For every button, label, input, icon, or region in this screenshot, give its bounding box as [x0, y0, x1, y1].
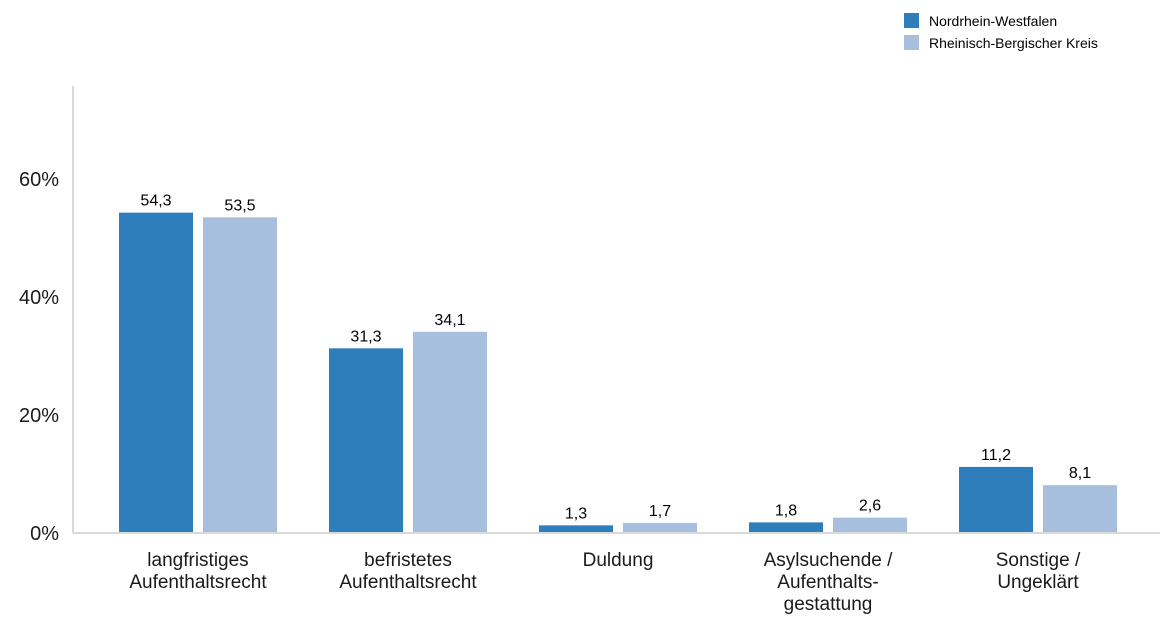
- category-label: Duldung: [583, 550, 654, 571]
- bar: [203, 217, 277, 533]
- data-label: 53,5: [224, 197, 255, 214]
- category-label-line: Aufenthaltsrecht: [129, 572, 267, 593]
- bar: [623, 522, 697, 533]
- category-label: Sonstige / Ungeklärt: [996, 550, 1081, 593]
- category-label: befristetes Aufenthaltsrecht: [339, 550, 477, 593]
- bar: [959, 466, 1033, 533]
- bar: [413, 331, 487, 533]
- y-tick-label: 60%: [19, 169, 59, 191]
- legend-swatch: [904, 13, 919, 28]
- bar: [833, 517, 907, 533]
- y-tick-label: 0%: [30, 523, 59, 545]
- bar: [119, 212, 193, 533]
- data-label: 54,3: [140, 193, 171, 210]
- category-label-line: Ungeklärt: [997, 572, 1079, 593]
- category-label-line: Duldung: [583, 550, 654, 571]
- data-label: 8,1: [1069, 465, 1091, 482]
- y-axis-tick-labels: 0% 20% 40% 60%: [19, 169, 59, 545]
- bar: [1043, 485, 1117, 533]
- data-label: 11,2: [981, 447, 1011, 464]
- category-labels: langfristiges Aufenthaltsrechtbefristetes…: [129, 550, 1081, 615]
- legend-label: Rheinisch-Bergischer Kreis: [929, 35, 1098, 51]
- category-label: langfristiges Aufenthaltsrecht: [129, 550, 267, 593]
- category-label-line: Asylsuchende /: [764, 550, 894, 571]
- data-label: 1,8: [775, 502, 797, 519]
- category-label-line: gestattung: [784, 594, 873, 615]
- bar: [329, 348, 403, 533]
- bar: [749, 522, 823, 533]
- data-label: 1,3: [565, 505, 587, 522]
- category-label-line: langfristiges: [147, 550, 248, 571]
- data-label: 1,7: [649, 503, 671, 520]
- legend-label: Nordrhein-Westfalen: [929, 13, 1057, 29]
- category-label-line: Aufenthalts-: [777, 572, 878, 593]
- legend: Nordrhein-Westfalen Rheinisch-Bergischer …: [904, 13, 1098, 51]
- data-label: 34,1: [434, 312, 465, 329]
- data-labels: 54,3 53,5 31,3 34,1 1,3 1,7 1,8 2,6 11,2 8,1: [140, 193, 1091, 523]
- bars: [119, 212, 1117, 533]
- y-tick-label: 20%: [19, 405, 59, 427]
- legend-swatch: [904, 35, 919, 50]
- category-label: Asylsuchende / Aufenthalts-gestattung: [764, 550, 894, 615]
- category-label-line: Aufenthaltsrecht: [339, 572, 477, 593]
- category-label-line: Sonstige /: [996, 550, 1081, 571]
- data-label: 31,3: [350, 328, 381, 345]
- data-label: 2,6: [859, 498, 881, 515]
- y-tick-label: 40%: [19, 287, 59, 309]
- category-label-line: befristetes: [364, 550, 452, 571]
- bar: [539, 525, 613, 533]
